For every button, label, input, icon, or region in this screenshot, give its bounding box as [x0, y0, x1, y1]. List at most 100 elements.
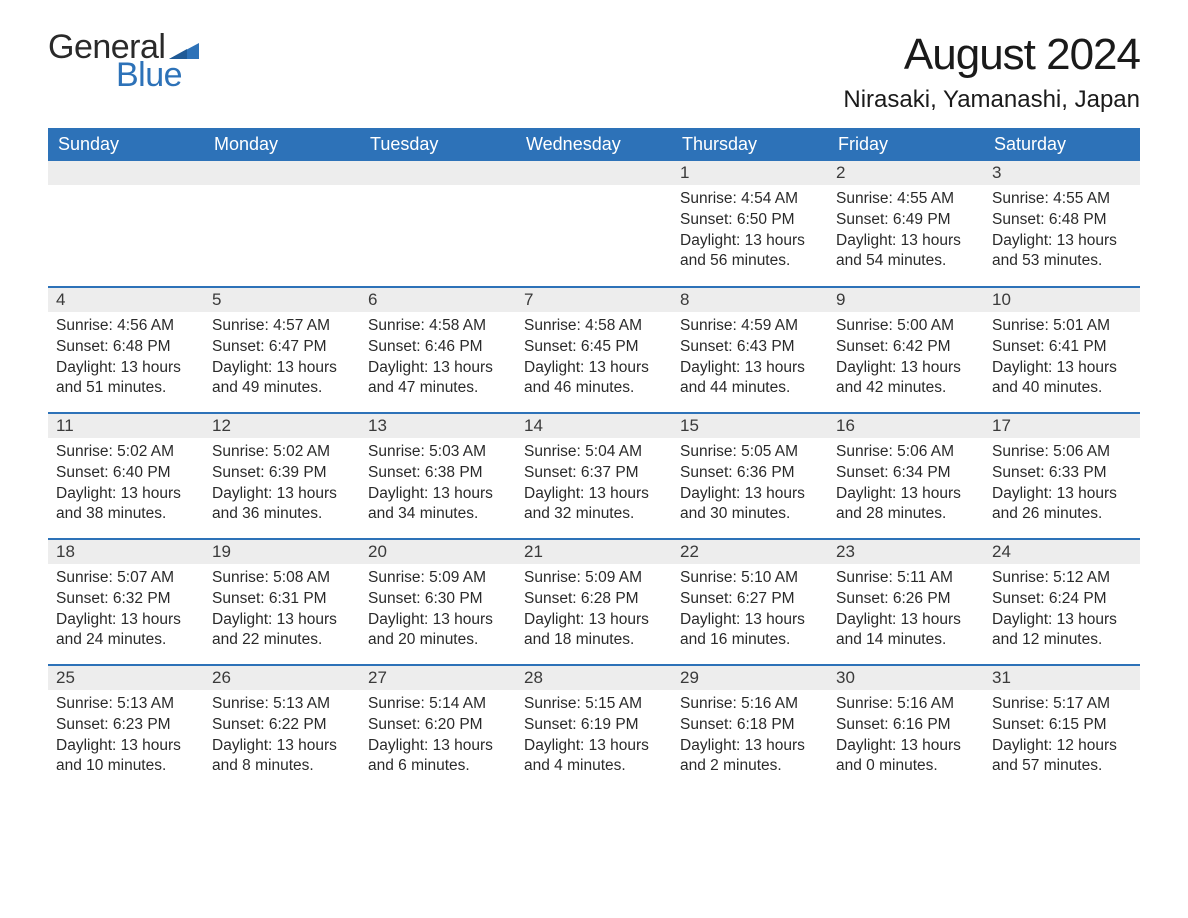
calendar-table: SundayMondayTuesdayWednesdayThursdayFrid… [48, 128, 1140, 791]
day-details: Sunrise: 5:12 AMSunset: 6:24 PMDaylight:… [984, 564, 1140, 660]
daylight-line: Daylight: 13 hours and 6 minutes. [368, 736, 508, 776]
day-details: Sunrise: 4:54 AMSunset: 6:50 PMDaylight:… [672, 185, 828, 281]
sunrise-line: Sunrise: 4:56 AM [56, 316, 196, 336]
sunrise-line: Sunrise: 4:55 AM [992, 189, 1132, 209]
sunset-line: Sunset: 6:48 PM [992, 210, 1132, 230]
daylight-line: Daylight: 13 hours and 44 minutes. [680, 358, 820, 398]
day-number: 11 [48, 414, 204, 438]
day-number: 10 [984, 288, 1140, 312]
sunrise-line: Sunrise: 5:05 AM [680, 442, 820, 462]
day-number: 12 [204, 414, 360, 438]
day-number: 26 [204, 666, 360, 690]
day-number: 22 [672, 540, 828, 564]
calendar-cell: 11Sunrise: 5:02 AMSunset: 6:40 PMDayligh… [48, 413, 204, 539]
sunrise-line: Sunrise: 5:01 AM [992, 316, 1132, 336]
location: Nirasaki, Yamanashi, Japan [843, 86, 1140, 114]
calendar-cell: 31Sunrise: 5:17 AMSunset: 6:15 PMDayligh… [984, 665, 1140, 791]
daylight-line: Daylight: 13 hours and 20 minutes. [368, 610, 508, 650]
day-details: Sunrise: 4:55 AMSunset: 6:48 PMDaylight:… [984, 185, 1140, 281]
sunset-line: Sunset: 6:40 PM [56, 463, 196, 483]
day-details: Sunrise: 5:14 AMSunset: 6:20 PMDaylight:… [360, 690, 516, 786]
sunrise-line: Sunrise: 5:13 AM [212, 694, 352, 714]
day-details: Sunrise: 5:09 AMSunset: 6:28 PMDaylight:… [516, 564, 672, 660]
sunset-line: Sunset: 6:34 PM [836, 463, 976, 483]
sunset-line: Sunset: 6:37 PM [524, 463, 664, 483]
daylight-line: Daylight: 13 hours and 24 minutes. [56, 610, 196, 650]
day-details: Sunrise: 4:57 AMSunset: 6:47 PMDaylight:… [204, 312, 360, 408]
day-details: Sunrise: 4:55 AMSunset: 6:49 PMDaylight:… [828, 185, 984, 281]
day-details: Sunrise: 4:58 AMSunset: 6:46 PMDaylight:… [360, 312, 516, 408]
sunset-line: Sunset: 6:50 PM [680, 210, 820, 230]
sunrise-line: Sunrise: 5:08 AM [212, 568, 352, 588]
calendar-header-row: SundayMondayTuesdayWednesdayThursdayFrid… [48, 128, 1140, 161]
day-number: 2 [828, 161, 984, 185]
daylight-line: Daylight: 13 hours and 2 minutes. [680, 736, 820, 776]
day-details: Sunrise: 5:02 AMSunset: 6:40 PMDaylight:… [48, 438, 204, 534]
day-details: Sunrise: 5:08 AMSunset: 6:31 PMDaylight:… [204, 564, 360, 660]
calendar-cell [360, 161, 516, 287]
day-details [204, 185, 360, 197]
calendar-cell: 12Sunrise: 5:02 AMSunset: 6:39 PMDayligh… [204, 413, 360, 539]
daylight-line: Daylight: 13 hours and 10 minutes. [56, 736, 196, 776]
daylight-line: Daylight: 13 hours and 28 minutes. [836, 484, 976, 524]
daylight-line: Daylight: 13 hours and 40 minutes. [992, 358, 1132, 398]
sunrise-line: Sunrise: 5:04 AM [524, 442, 664, 462]
daylight-line: Daylight: 13 hours and 46 minutes. [524, 358, 664, 398]
day-details: Sunrise: 5:06 AMSunset: 6:33 PMDaylight:… [984, 438, 1140, 534]
day-details: Sunrise: 4:58 AMSunset: 6:45 PMDaylight:… [516, 312, 672, 408]
sunset-line: Sunset: 6:23 PM [56, 715, 196, 735]
sunrise-line: Sunrise: 4:58 AM [368, 316, 508, 336]
sunrise-line: Sunrise: 5:09 AM [524, 568, 664, 588]
day-details: Sunrise: 5:17 AMSunset: 6:15 PMDaylight:… [984, 690, 1140, 786]
daylight-line: Daylight: 13 hours and 26 minutes. [992, 484, 1132, 524]
sunrise-line: Sunrise: 5:02 AM [212, 442, 352, 462]
day-number: 15 [672, 414, 828, 438]
day-details: Sunrise: 5:06 AMSunset: 6:34 PMDaylight:… [828, 438, 984, 534]
day-details: Sunrise: 5:03 AMSunset: 6:38 PMDaylight:… [360, 438, 516, 534]
sunset-line: Sunset: 6:43 PM [680, 337, 820, 357]
sunset-line: Sunset: 6:19 PM [524, 715, 664, 735]
day-details: Sunrise: 5:07 AMSunset: 6:32 PMDaylight:… [48, 564, 204, 660]
calendar-cell: 1Sunrise: 4:54 AMSunset: 6:50 PMDaylight… [672, 161, 828, 287]
day-number [204, 161, 360, 185]
sunrise-line: Sunrise: 5:00 AM [836, 316, 976, 336]
calendar-cell: 16Sunrise: 5:06 AMSunset: 6:34 PMDayligh… [828, 413, 984, 539]
calendar-cell: 21Sunrise: 5:09 AMSunset: 6:28 PMDayligh… [516, 539, 672, 665]
calendar-cell: 28Sunrise: 5:15 AMSunset: 6:19 PMDayligh… [516, 665, 672, 791]
day-details: Sunrise: 5:13 AMSunset: 6:22 PMDaylight:… [204, 690, 360, 786]
sunrise-line: Sunrise: 4:55 AM [836, 189, 976, 209]
sunset-line: Sunset: 6:45 PM [524, 337, 664, 357]
daylight-line: Daylight: 13 hours and 47 minutes. [368, 358, 508, 398]
daylight-line: Daylight: 13 hours and 34 minutes. [368, 484, 508, 524]
logo: General Blue [48, 30, 199, 92]
day-number: 29 [672, 666, 828, 690]
sunrise-line: Sunrise: 5:13 AM [56, 694, 196, 714]
day-number: 13 [360, 414, 516, 438]
day-details: Sunrise: 5:02 AMSunset: 6:39 PMDaylight:… [204, 438, 360, 534]
sunrise-line: Sunrise: 5:02 AM [56, 442, 196, 462]
day-number: 5 [204, 288, 360, 312]
sunrise-line: Sunrise: 5:06 AM [992, 442, 1132, 462]
calendar-cell: 13Sunrise: 5:03 AMSunset: 6:38 PMDayligh… [360, 413, 516, 539]
weekday-header: Sunday [48, 128, 204, 161]
calendar-cell: 14Sunrise: 5:04 AMSunset: 6:37 PMDayligh… [516, 413, 672, 539]
calendar-cell: 8Sunrise: 4:59 AMSunset: 6:43 PMDaylight… [672, 287, 828, 413]
sunset-line: Sunset: 6:31 PM [212, 589, 352, 609]
calendar-cell: 17Sunrise: 5:06 AMSunset: 6:33 PMDayligh… [984, 413, 1140, 539]
sunset-line: Sunset: 6:38 PM [368, 463, 508, 483]
calendar-cell: 15Sunrise: 5:05 AMSunset: 6:36 PMDayligh… [672, 413, 828, 539]
day-details: Sunrise: 5:01 AMSunset: 6:41 PMDaylight:… [984, 312, 1140, 408]
logo-text-blue: Blue [116, 58, 199, 92]
day-details: Sunrise: 5:11 AMSunset: 6:26 PMDaylight:… [828, 564, 984, 660]
calendar-row: 1Sunrise: 4:54 AMSunset: 6:50 PMDaylight… [48, 161, 1140, 287]
sunset-line: Sunset: 6:42 PM [836, 337, 976, 357]
month-title: August 2024 [843, 30, 1140, 80]
day-details: Sunrise: 5:04 AMSunset: 6:37 PMDaylight:… [516, 438, 672, 534]
daylight-line: Daylight: 13 hours and 16 minutes. [680, 610, 820, 650]
daylight-line: Daylight: 13 hours and 53 minutes. [992, 231, 1132, 271]
daylight-line: Daylight: 13 hours and 32 minutes. [524, 484, 664, 524]
sunset-line: Sunset: 6:28 PM [524, 589, 664, 609]
sunset-line: Sunset: 6:15 PM [992, 715, 1132, 735]
day-details: Sunrise: 4:56 AMSunset: 6:48 PMDaylight:… [48, 312, 204, 408]
weekday-header: Tuesday [360, 128, 516, 161]
